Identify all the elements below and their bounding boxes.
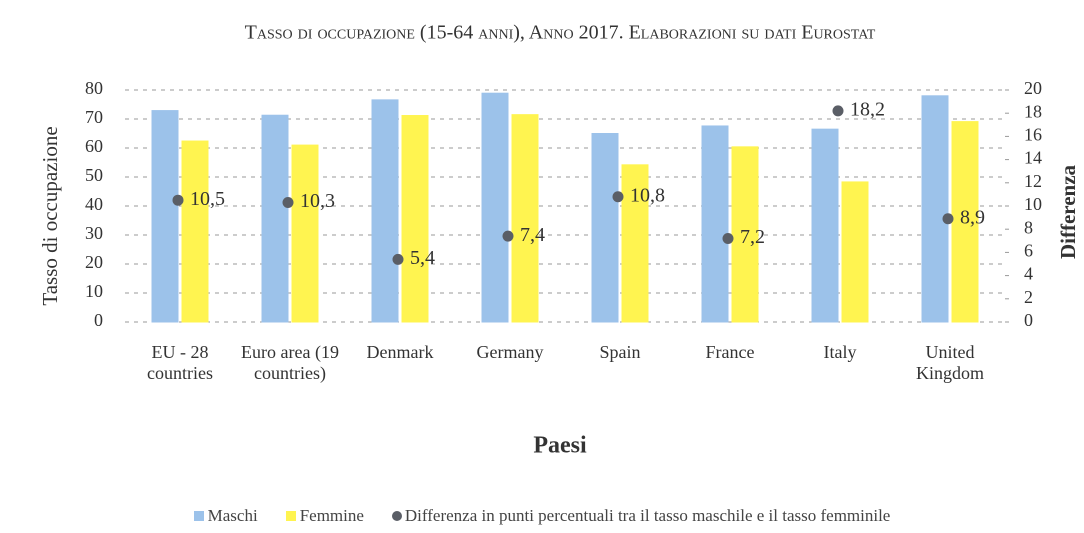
x-tick-label: Germany xyxy=(476,342,544,362)
bar xyxy=(371,99,399,323)
y-tick-label: 30 xyxy=(85,223,103,243)
dot xyxy=(282,197,294,209)
bar xyxy=(261,114,289,323)
y2-tick-label: 14 xyxy=(1024,148,1042,168)
y2-tick-label: 18 xyxy=(1024,101,1042,121)
dot xyxy=(502,230,514,242)
y2-tick-label: 2 xyxy=(1024,287,1033,307)
y-tick-label: 0 xyxy=(94,310,103,330)
legend: Maschi Femmine Differenza in punti percent… xyxy=(0,506,1084,526)
data-label: 7,4 xyxy=(520,224,545,246)
legend-swatch xyxy=(391,511,402,521)
legend-item: Femmine xyxy=(285,506,364,526)
y2-tick-label: 16 xyxy=(1024,125,1042,145)
y-axis-title: Tasso di occupazione xyxy=(38,126,62,305)
legend-swatch xyxy=(285,511,296,521)
dot xyxy=(172,194,184,206)
y-tick-label: 60 xyxy=(85,136,103,156)
bar xyxy=(151,110,179,323)
x-tick-label: Italy xyxy=(823,342,857,362)
y2-tick-label: 10 xyxy=(1024,194,1042,214)
x-tick-label: Euro area (19 countries) xyxy=(241,342,339,383)
y2-axis-title: Differenza xyxy=(1056,164,1080,259)
dot xyxy=(832,105,844,117)
x-tick-label: France xyxy=(705,342,755,362)
y2-tick-label: 20 xyxy=(1024,78,1042,98)
bar xyxy=(701,125,729,323)
data-label: 18,2 xyxy=(850,98,885,120)
bar xyxy=(921,95,949,323)
dot xyxy=(722,232,734,244)
bar xyxy=(621,164,649,323)
legend-label: Differenza in punti percentuali tra il t… xyxy=(404,506,891,525)
bar xyxy=(401,115,429,323)
data-label: 8,9 xyxy=(960,206,985,228)
data-label: 10,8 xyxy=(630,184,665,206)
y-tick-label: 20 xyxy=(85,252,103,272)
y2-tick-label: 0 xyxy=(1024,310,1033,330)
bar xyxy=(511,114,539,323)
y2-tick-label: 8 xyxy=(1024,217,1033,237)
dot xyxy=(392,253,404,265)
legend-item: Differenza in punti percentuali tra il t… xyxy=(391,506,891,526)
y-tick-label: 80 xyxy=(85,78,103,98)
data-label: 5,4 xyxy=(410,247,435,269)
dot xyxy=(612,191,624,203)
dot xyxy=(942,213,954,225)
chart-title: Tasso di occupazione (15-64 anni), Anno … xyxy=(245,22,876,44)
legend-label: Femmine xyxy=(299,506,364,525)
legend-swatch xyxy=(193,511,204,521)
y2-tick-label: 6 xyxy=(1024,241,1033,261)
x-tick-label: Denmark xyxy=(366,342,434,362)
bar xyxy=(811,128,839,323)
bar xyxy=(841,181,869,323)
bar xyxy=(591,133,619,323)
y-tick-label: 50 xyxy=(85,165,103,185)
bar xyxy=(181,140,209,323)
bar xyxy=(481,92,509,323)
x-axis-title: Paesi xyxy=(533,433,587,459)
x-tick-label: United Kingdom xyxy=(915,342,984,383)
legend-item: Maschi xyxy=(193,506,258,526)
bar xyxy=(951,121,979,323)
data-label: 10,5 xyxy=(190,188,225,210)
data-label: 10,3 xyxy=(300,190,335,212)
x-tick-label: EU - 28 countries xyxy=(147,342,213,383)
x-tick-label: Spain xyxy=(599,342,641,362)
legend-label: Maschi xyxy=(207,506,258,525)
y-tick-label: 70 xyxy=(85,107,103,127)
y2-tick-label: 12 xyxy=(1024,171,1042,191)
bar xyxy=(731,146,759,323)
y2-tick-label: 4 xyxy=(1024,264,1033,284)
y-tick-label: 10 xyxy=(85,281,103,301)
bar xyxy=(291,144,319,323)
y-tick-label: 40 xyxy=(85,194,103,214)
data-label: 7,2 xyxy=(740,226,765,248)
